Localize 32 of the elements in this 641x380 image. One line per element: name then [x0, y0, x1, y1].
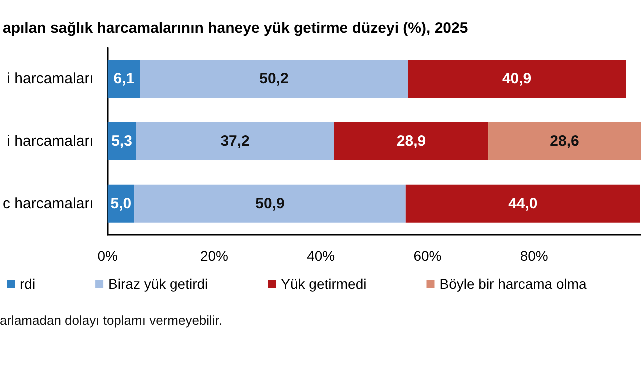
chart-title: apılan sağlık harcamalarının haneye yük getirme düzeyi (%), 2025	[3, 20, 468, 37]
bar	[334, 122, 489, 160]
bar	[108, 60, 140, 98]
x-tick-label: 80%	[520, 248, 548, 264]
legend-label: Biraz yük getirdi	[108, 276, 208, 292]
data-label: 5,3	[112, 133, 132, 150]
legend-label: Yük getirmedi	[281, 276, 367, 292]
bar	[134, 184, 406, 223]
data-label: 40,9	[502, 70, 532, 88]
data-label: 50,9	[256, 195, 285, 212]
bar	[136, 122, 334, 160]
data-label: 28,9	[396, 133, 426, 150]
x-tick-label: 0%	[98, 248, 118, 264]
text: arlamadan dolayı toplamı vermeyebilir.	[0, 313, 223, 328]
data-label: 44,0	[508, 195, 538, 212]
x-tick-label: 40%	[307, 248, 336, 264]
y-tick-label: i harcamaları	[7, 70, 94, 88]
data-label: 6,1	[114, 70, 135, 88]
y-tick-label: i harcamaları	[7, 133, 94, 150]
x-tick-label: 20%	[200, 248, 229, 264]
data-label: 28,6	[550, 133, 580, 150]
legend-label: rdi	[20, 276, 36, 292]
x-tick-label: 60%	[414, 248, 442, 264]
bar	[408, 60, 626, 98]
bar	[488, 122, 641, 160]
y-tick-label: c harcamaları	[2, 195, 94, 212]
data-label: 5,0	[110, 195, 132, 212]
bar	[406, 184, 640, 223]
legend-label: Böyle bir harcama olma	[440, 276, 588, 292]
data-label: 50,2	[260, 70, 289, 88]
data-label: 37,2	[220, 133, 250, 150]
bar	[140, 60, 408, 98]
